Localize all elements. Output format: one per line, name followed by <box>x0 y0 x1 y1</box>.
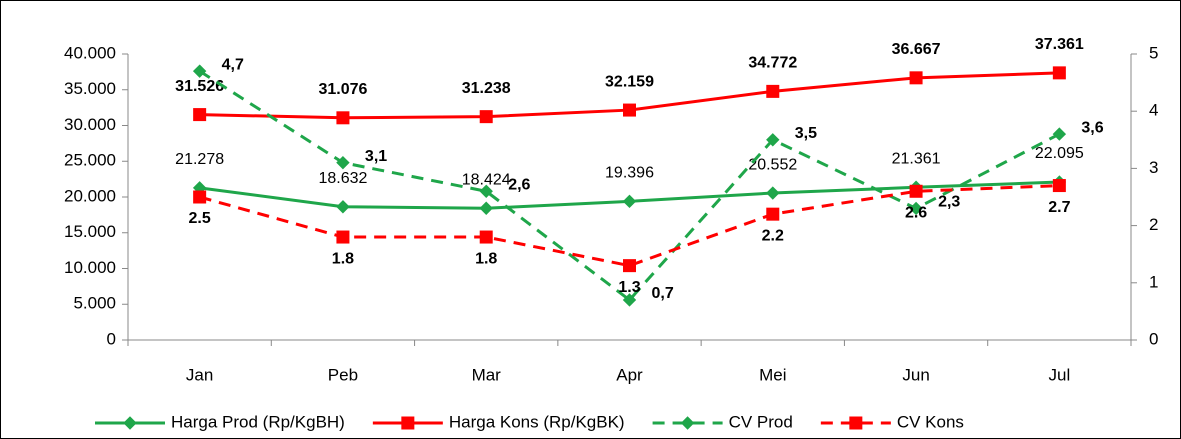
point-marker <box>336 200 350 214</box>
y2-tick-label: 0 <box>1149 329 1158 348</box>
point-marker <box>1052 127 1067 141</box>
point-marker <box>766 186 780 200</box>
y2-tick-label: 3 <box>1149 158 1158 177</box>
y2-tick-label: 1 <box>1149 272 1158 291</box>
y2-tick-label: 5 <box>1149 43 1158 62</box>
value-label: 34.772 <box>748 55 797 72</box>
value-label: 32.159 <box>605 73 654 90</box>
value-label: 2,3 <box>938 194 960 211</box>
point-marker <box>1052 179 1066 193</box>
point-marker <box>479 184 493 198</box>
value-label: 3,5 <box>795 125 817 142</box>
legend-marker <box>123 416 137 430</box>
x-tick-label: Jul <box>1048 365 1070 384</box>
value-label: 1.8 <box>475 250 497 267</box>
value-label: 3,6 <box>1081 119 1103 136</box>
value-label: 1.8 <box>332 250 354 267</box>
point-marker <box>192 64 207 78</box>
x-tick-label: Mei <box>759 365 786 384</box>
value-label: 2.2 <box>762 227 784 244</box>
point-marker <box>479 110 493 124</box>
x-tick-label: Jan <box>186 365 213 384</box>
legend-label: CV Prod <box>729 412 793 431</box>
point-marker <box>909 71 923 85</box>
point-marker <box>479 201 493 215</box>
legend-marker <box>849 416 863 430</box>
point-marker <box>193 108 207 122</box>
value-label: 18.424 <box>462 171 511 188</box>
y-tick-label: 25.000 <box>64 151 116 170</box>
point-marker <box>623 103 636 117</box>
value-label: 18.632 <box>318 170 367 187</box>
value-label: 0,7 <box>652 285 674 302</box>
value-label: 31.526 <box>175 78 224 95</box>
value-label: 21.278 <box>175 151 224 168</box>
point-marker <box>766 84 780 98</box>
value-label: 22.095 <box>1035 145 1084 162</box>
value-label: 21.361 <box>892 150 941 167</box>
x-tick-label: Jun <box>902 365 929 384</box>
value-label: 2,6 <box>508 176 530 193</box>
legend-marker <box>401 416 415 430</box>
y2-tick-label: 4 <box>1149 101 1158 120</box>
point-marker <box>622 194 637 209</box>
x-tick-label: Mar <box>472 365 502 384</box>
point-marker <box>909 201 923 216</box>
point-marker <box>336 230 350 244</box>
value-label: 31.238 <box>462 80 511 97</box>
y-tick-label: 40.000 <box>64 43 116 62</box>
y-tick-label: 20.000 <box>64 186 116 205</box>
value-label: 31.076 <box>318 81 367 98</box>
y-tick-label: 5.000 <box>73 294 116 313</box>
value-label: 2.6 <box>905 204 927 221</box>
value-label: 37.361 <box>1035 36 1084 53</box>
value-label: 19.396 <box>605 165 654 182</box>
point-marker <box>766 207 780 221</box>
value-label: 36.667 <box>892 41 941 58</box>
point-marker <box>336 111 350 125</box>
y-tick-label: 10.000 <box>64 258 116 277</box>
point-marker <box>623 259 636 273</box>
y-tick-label: 30.000 <box>64 115 116 134</box>
value-label: 4,7 <box>222 56 244 73</box>
y-tick-label: 35.000 <box>64 79 116 98</box>
point-marker <box>336 155 350 170</box>
point-marker <box>766 133 780 147</box>
point-marker <box>909 184 923 198</box>
legend-marker <box>680 416 695 430</box>
legend-label: Harga Kons (Rp/KgBK) <box>449 412 625 431</box>
value-label: 2.5 <box>189 210 211 227</box>
x-tick-label: Apr <box>616 365 643 384</box>
y-tick-label: 15.000 <box>64 222 116 241</box>
x-tick-label: Peb <box>328 365 358 384</box>
value-label: 1.3 <box>618 279 640 296</box>
point-marker <box>193 190 207 204</box>
point-marker <box>622 293 637 307</box>
value-label: 2.7 <box>1048 199 1070 216</box>
legend-label: Harga Prod (Rp/KgBH) <box>171 412 345 431</box>
point-marker <box>479 230 493 244</box>
y-tick-label: 0 <box>107 329 116 348</box>
y2-tick-label: 2 <box>1149 215 1158 234</box>
point-marker <box>1052 66 1066 80</box>
legend-label: CV Kons <box>897 412 964 431</box>
value-label: 20.552 <box>748 156 797 173</box>
value-label: 3,1 <box>365 148 387 165</box>
